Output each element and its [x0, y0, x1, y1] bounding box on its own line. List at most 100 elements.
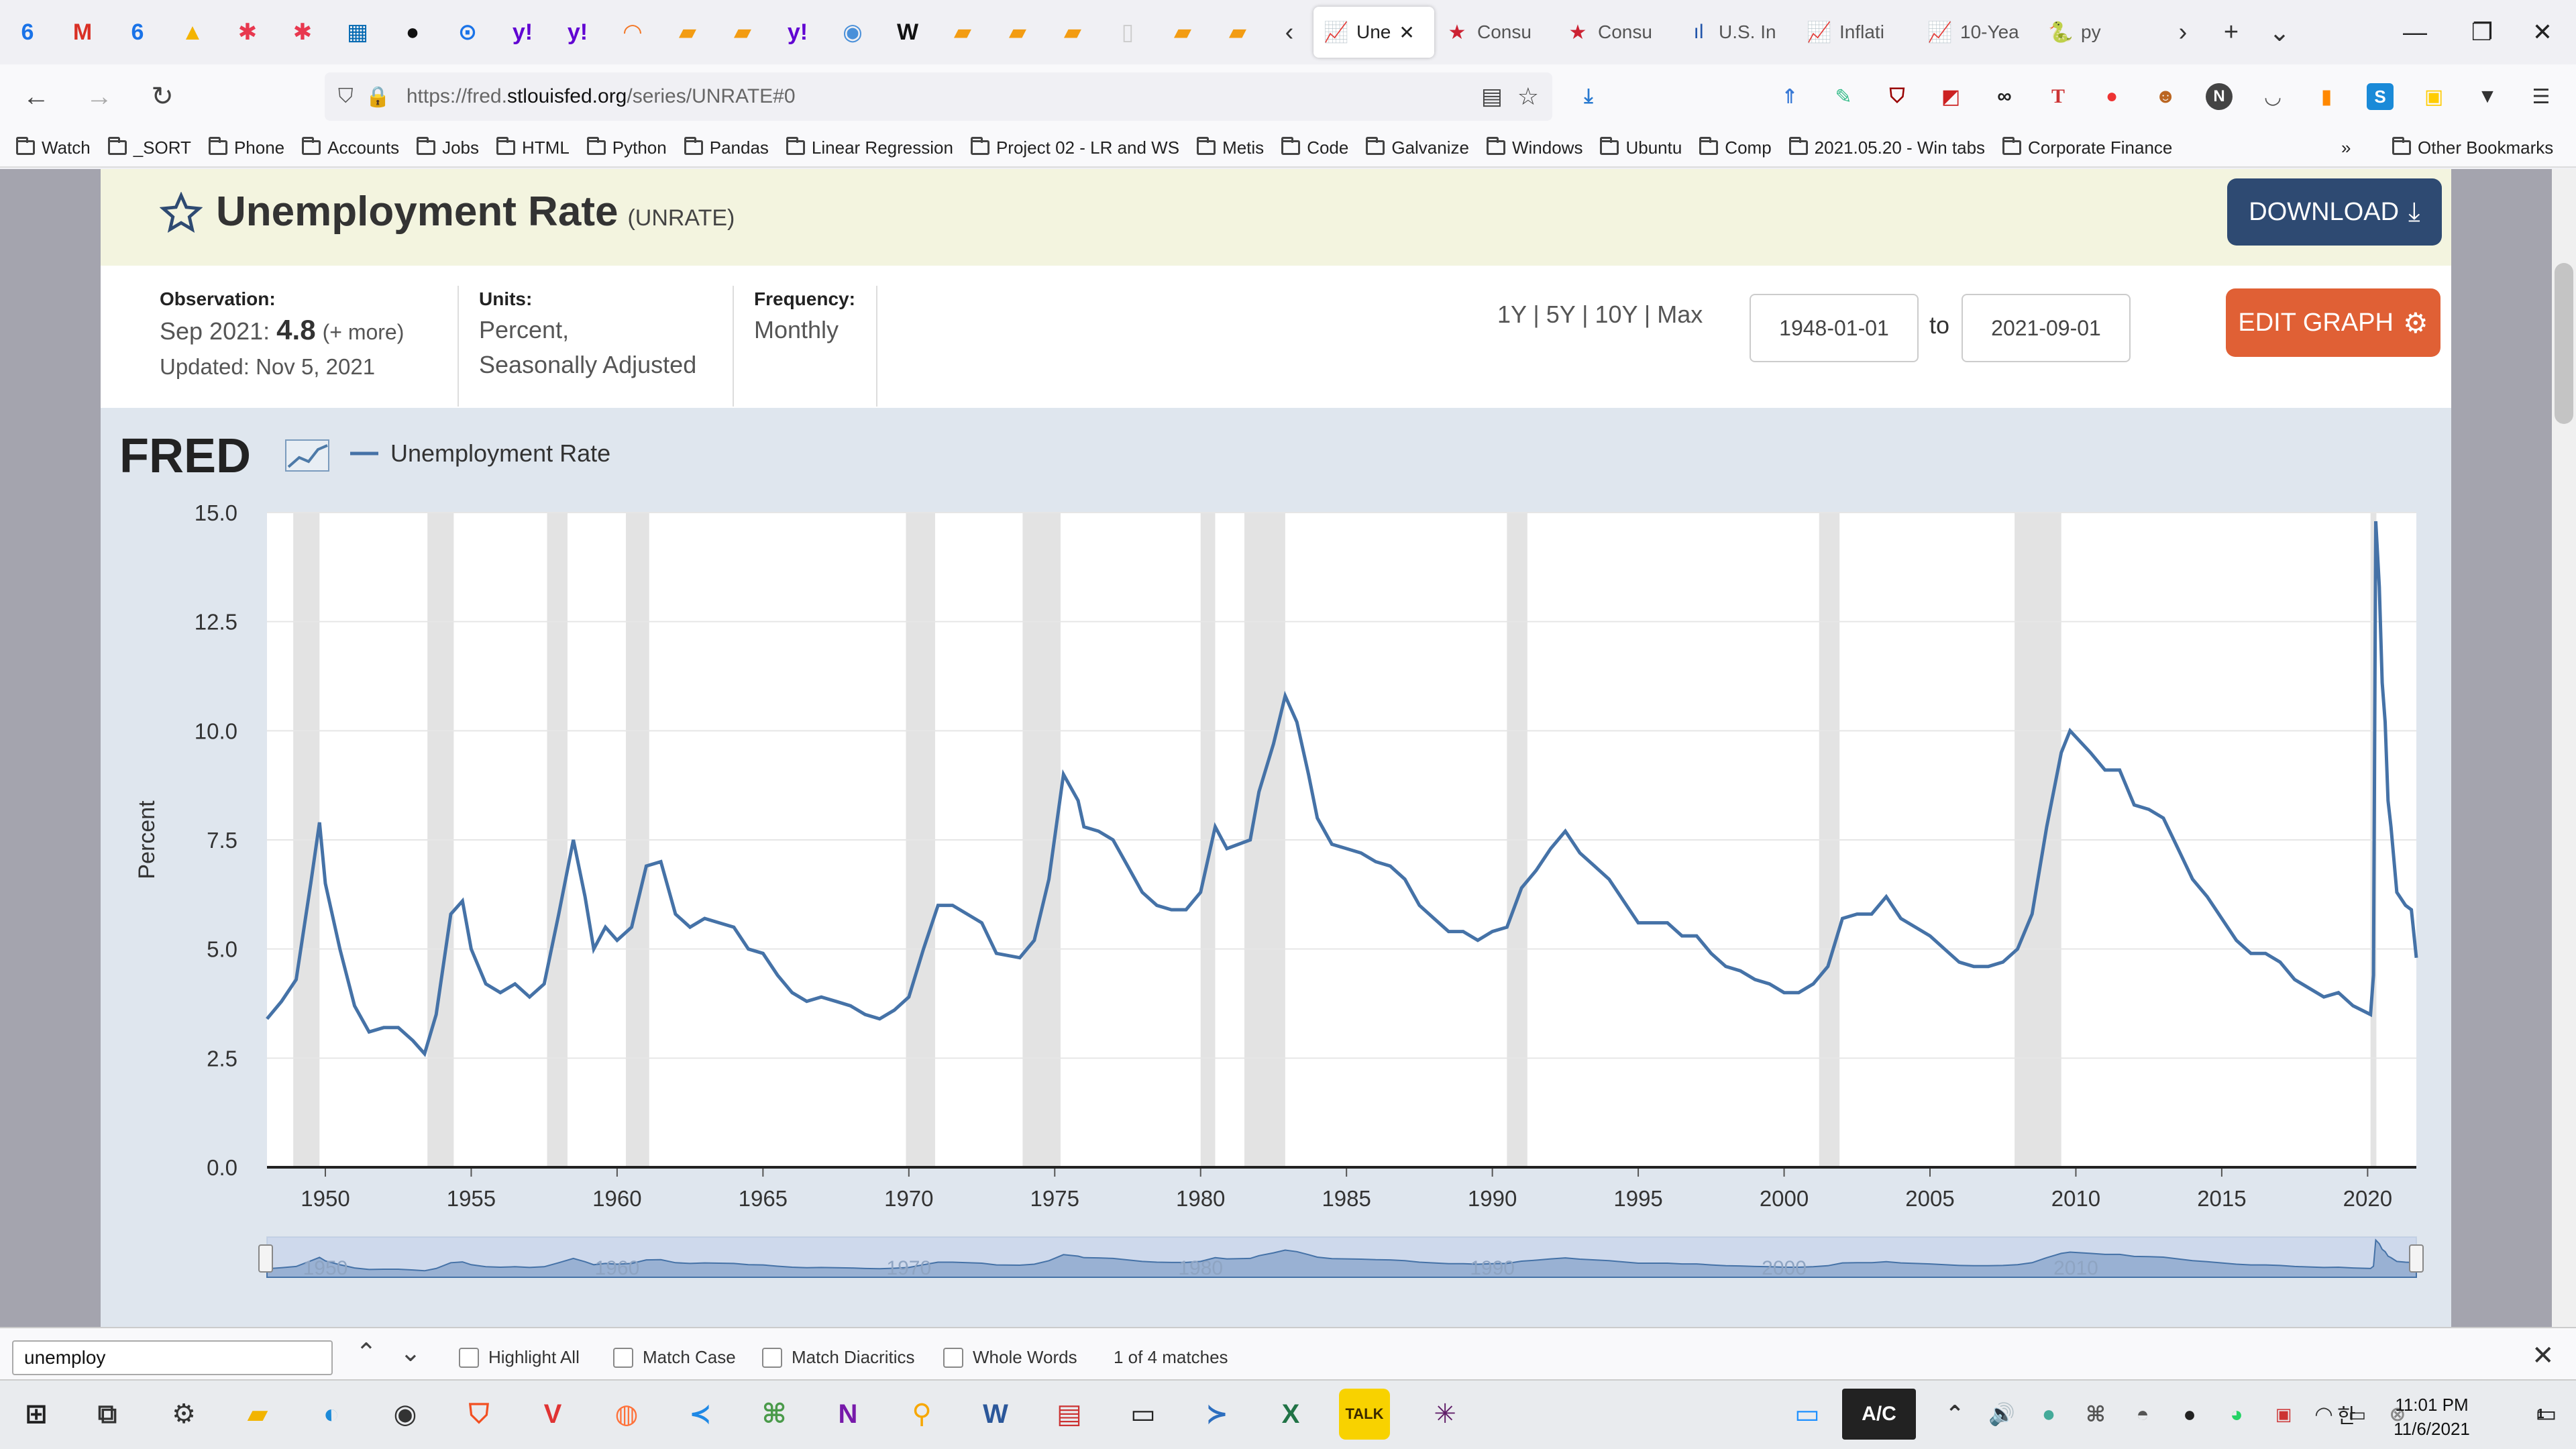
- tray-x-icon[interactable]: ⊗: [2389, 1403, 2406, 1426]
- extension-edit-icon[interactable]: ✎: [1835, 85, 1852, 108]
- range-navigator[interactable]: 1950 1960 1970 1980 1990 2000 2010: [258, 1236, 2424, 1279]
- checkbox-box[interactable]: [943, 1347, 963, 1368]
- close-tab-icon[interactable]: ✕: [1399, 21, 1415, 43]
- app-icon[interactable]: ⌘: [761, 1399, 787, 1429]
- edge-icon[interactable]: ◐: [323, 1399, 340, 1429]
- google-calendar-icon[interactable]: 6: [21, 19, 34, 45]
- generic-site-icon[interactable]: ⊙: [458, 19, 478, 45]
- gmail-icon[interactable]: M: [72, 19, 93, 45]
- bookmark-folder[interactable]: Corporate Finance: [2002, 137, 2172, 158]
- new-tab-button[interactable]: +: [2223, 17, 2239, 46]
- blank-page-icon[interactable]: ▯: [1121, 19, 1134, 45]
- notebook-icon[interactable]: ▰: [678, 19, 697, 45]
- range-5y-button[interactable]: 5Y: [1546, 301, 1576, 328]
- bookmark-folder[interactable]: Linear Regression: [786, 137, 953, 158]
- word-icon[interactable]: W: [983, 1399, 1008, 1429]
- match-diacritics-checkbox[interactable]: Match Diacritics: [762, 1347, 914, 1368]
- yahoo-icon[interactable]: y!: [512, 19, 533, 45]
- skype-icon[interactable]: S: [2361, 78, 2399, 115]
- ime-indicator[interactable]: 한: [2337, 1405, 2356, 1428]
- extension-trash-icon[interactable]: ▮: [2320, 85, 2332, 108]
- bookmark-folder[interactable]: Python: [586, 137, 667, 158]
- bookmark-folder[interactable]: Metis: [1197, 137, 1264, 158]
- bank-icon[interactable]: ▦: [346, 19, 369, 45]
- notebook-icon[interactable]: ▰: [1228, 19, 1247, 45]
- asana-icon[interactable]: ✱: [292, 19, 313, 45]
- list-all-tabs-button[interactable]: ⌄: [2269, 18, 2290, 47]
- forward-arrow-icon[interactable]: →: [86, 81, 113, 111]
- windows-start-icon[interactable]: ⊞: [25, 1399, 48, 1429]
- yahoo-icon[interactable]: y!: [567, 19, 588, 45]
- bookmark-folder[interactable]: Windows: [1486, 137, 1582, 158]
- file-explorer-icon[interactable]: ▰: [247, 1399, 268, 1429]
- kakaotalk-icon[interactable]: TALK: [1339, 1389, 1390, 1440]
- highlight-all-checkbox[interactable]: Highlight All: [459, 1347, 580, 1368]
- notebook-icon[interactable]: ▰: [1063, 19, 1082, 45]
- bookmark-folder[interactable]: Jobs: [417, 137, 479, 158]
- wifi-icon[interactable]: ◠: [2315, 1402, 2332, 1426]
- bookmark-star-icon[interactable]: ☆: [1517, 83, 1539, 110]
- bookmark-folder[interactable]: 2021.05.20 - Win tabs: [1788, 137, 1985, 158]
- google-calendar-icon[interactable]: 6: [131, 19, 144, 45]
- discord-icon[interactable]: ◓: [2136, 1401, 2149, 1426]
- yahoo-icon[interactable]: y!: [787, 19, 808, 45]
- obs-icon[interactable]: ◉: [393, 1399, 417, 1429]
- vivaldi-icon[interactable]: V: [543, 1399, 562, 1429]
- notebook-icon[interactable]: ▰: [1173, 19, 1192, 45]
- tray-app-icon[interactable]: ●: [2041, 1401, 2056, 1427]
- powershell-icon[interactable]: ≻: [1205, 1399, 1228, 1429]
- tray-network-icon[interactable]: ⌘: [2086, 1402, 2106, 1426]
- minimize-button[interactable]: —: [2403, 18, 2427, 46]
- notebook-icon[interactable]: ▰: [733, 19, 752, 45]
- extension-chevrons-icon[interactable]: ⇑: [1781, 85, 1799, 108]
- bookmark-folder[interactable]: Pandas: [684, 137, 769, 158]
- bookmark-folder[interactable]: Watch: [16, 137, 91, 158]
- bookmark-folder[interactable]: Accounts: [302, 137, 399, 158]
- bookmark-folder[interactable]: _SORT: [107, 137, 191, 158]
- firefox-icon[interactable]: ◍: [614, 1399, 639, 1429]
- extension-note-icon[interactable]: ▣: [2424, 85, 2444, 108]
- ublock-icon[interactable]: ⛉: [1889, 85, 1905, 107]
- reload-icon[interactable]: ↻: [151, 82, 174, 111]
- tray-badge-icon[interactable]: ▣: [2275, 1403, 2292, 1424]
- checkbox-box[interactable]: [613, 1347, 633, 1368]
- pdf-icon[interactable]: ▤: [1057, 1399, 1082, 1429]
- task-view-icon[interactable]: ⧉: [97, 1399, 117, 1429]
- extension-monkey-icon[interactable]: ☻: [2155, 85, 2176, 107]
- menu-hamburger-icon[interactable]: ☰: [2532, 85, 2551, 108]
- extension-red-icon[interactable]: ◩: [1941, 85, 1961, 108]
- url-bar[interactable]: ⛉ 🔒 https://fred. stlouisfed.org/series/U…: [325, 72, 1552, 121]
- bookmark-folder[interactable]: HTML: [496, 137, 570, 158]
- download-button[interactable]: DOWNLOAD ⤓: [2227, 178, 2442, 246]
- browser-tab[interactable]: ★ Consu: [1555, 7, 1676, 58]
- settings-gear-icon[interactable]: ⚙: [172, 1399, 196, 1429]
- wikipedia-icon[interactable]: W: [896, 19, 919, 45]
- navigator-right-handle[interactable]: [2409, 1244, 2424, 1273]
- whole-words-checkbox[interactable]: Whole Words: [943, 1347, 1077, 1368]
- tray-chevron-icon[interactable]: ⌃: [1945, 1401, 1965, 1427]
- whatsapp-icon[interactable]: ◕: [2230, 1401, 2243, 1426]
- start-date-input[interactable]: 1948-01-01: [1750, 294, 1919, 362]
- brave-icon[interactable]: ⛉: [469, 1399, 489, 1429]
- chat-bubble-icon[interactable]: ●: [2183, 1401, 2196, 1426]
- checkbox-box[interactable]: [762, 1347, 782, 1368]
- browser-tab[interactable]: 📈 Inflati: [1796, 7, 1917, 58]
- excel-icon[interactable]: X: [1281, 1399, 1300, 1429]
- browser-tab[interactable]: 📈 10-Yea: [1917, 7, 2038, 58]
- generic-site-icon[interactable]: ◉: [843, 19, 863, 45]
- browser-tab[interactable]: 🐍 py: [2038, 7, 2159, 58]
- jupyter-icon[interactable]: ◠: [623, 19, 642, 45]
- restore-button[interactable]: ❐: [2471, 18, 2493, 46]
- back-arrow-icon[interactable]: ←: [23, 81, 50, 111]
- extension-tomato-icon[interactable]: ●: [2105, 85, 2118, 107]
- range-max-button[interactable]: Max: [1657, 301, 1703, 328]
- end-date-input[interactable]: 2021-09-01: [1962, 294, 2131, 362]
- range-10y-button[interactable]: 10Y: [1595, 301, 1638, 328]
- notebook-icon[interactable]: ▰: [953, 19, 972, 45]
- google-drive-icon[interactable]: ▲: [181, 19, 204, 45]
- bookmark-folder[interactable]: Code: [1281, 137, 1348, 158]
- ac-remote-tray[interactable]: A/C: [1842, 1389, 1916, 1440]
- onenote-icon[interactable]: N: [838, 1399, 858, 1429]
- pocket-icon[interactable]: ◡: [2265, 85, 2281, 108]
- observation-more-link[interactable]: (+ more): [322, 320, 405, 344]
